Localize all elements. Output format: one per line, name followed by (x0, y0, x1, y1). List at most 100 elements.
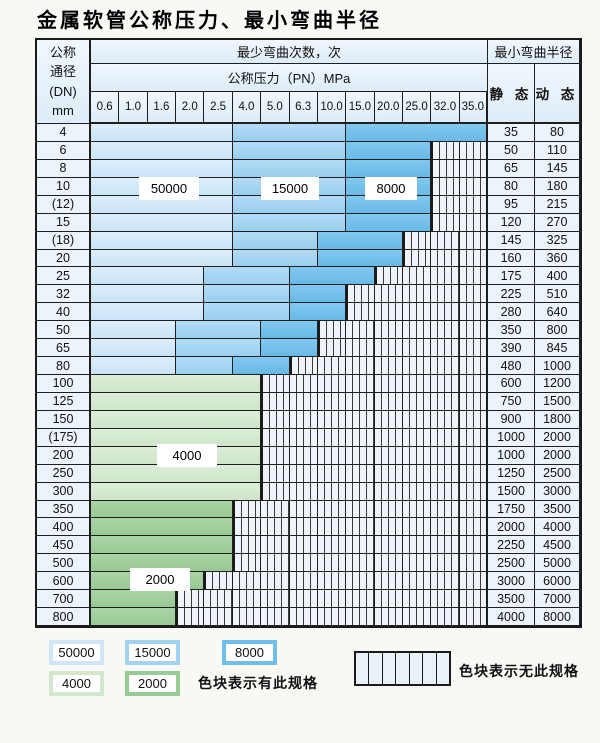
no-spec-cell (402, 572, 432, 591)
dn-header-line: mm (52, 103, 74, 118)
legend-swatch-2000: 2000 (125, 671, 180, 696)
no-spec-cell (289, 482, 318, 501)
dynamic-value-cell: 1800 (535, 410, 580, 429)
dn-cell: 50 (37, 321, 91, 340)
spec-grid: 公称 通径 (DN) mm 最少弯曲次数，次 最小弯曲半径 公称压力（PN）MPa 静 态动 … (35, 38, 582, 628)
no-spec-cell (289, 518, 318, 537)
no-spec-cell (374, 303, 403, 322)
spec-band-50000 (91, 213, 233, 232)
no-spec-cell (431, 410, 460, 429)
spec-band-15000 (232, 213, 347, 232)
dn-cell: (18) (37, 231, 91, 250)
no-spec-cell (459, 392, 488, 411)
dn-cell: 32 (37, 285, 91, 304)
static-value-cell: 80 (488, 177, 535, 196)
no-spec-cell (289, 464, 318, 483)
no-spec-cell (289, 428, 318, 447)
no-spec-cell (317, 375, 347, 393)
spec-band-8000 (346, 159, 432, 178)
no-spec-cell (317, 428, 347, 447)
dn-cell: 450 (37, 536, 91, 555)
no-spec-cell (459, 446, 488, 465)
no-spec-cell (261, 375, 290, 393)
static-value-cell: 65 (488, 159, 535, 178)
no-spec-cell (317, 518, 347, 537)
no-spec-cell (402, 446, 432, 465)
dn-cell: 20 (37, 249, 91, 268)
no-spec-cell (402, 500, 432, 519)
no-spec-cell (232, 554, 262, 573)
no-spec-cell (232, 608, 262, 626)
dynamic-value-cell: 8000 (535, 608, 580, 626)
no-spec-cell (431, 177, 460, 196)
no-spec-cell (402, 428, 432, 447)
static-value-cell: 280 (488, 303, 535, 322)
no-spec-cell (459, 464, 488, 483)
pressure-col-header: 15.0 (346, 92, 375, 124)
no-spec-cell (346, 375, 375, 393)
no-spec-cell (232, 590, 262, 609)
dynamic-value-cell: 110 (535, 141, 580, 160)
no-spec-cell (459, 213, 488, 232)
no-spec-cell (459, 339, 488, 358)
no-spec-cell (431, 608, 460, 626)
no-spec-cell (459, 428, 488, 447)
dn-cell: 6 (37, 141, 91, 160)
dynamic-value-cell: 145 (535, 159, 580, 178)
no-spec-stripe (409, 653, 424, 684)
static-value-cell: 175 (488, 267, 535, 286)
spec-band-8000 (289, 285, 347, 304)
no-spec-cell (431, 554, 460, 573)
no-spec-cell (346, 321, 375, 340)
spec-band-8000 (346, 195, 432, 214)
no-spec-cell (374, 285, 403, 304)
static-value-cell: 900 (488, 410, 535, 429)
dn-cell: 800 (37, 608, 91, 626)
no-spec-cell (261, 590, 290, 609)
dynamic-value-cell: 80 (535, 124, 580, 142)
spec-band-8000 (289, 267, 375, 286)
no-spec-cell (261, 410, 290, 429)
no-spec-cell (431, 267, 460, 286)
no-spec-cell (459, 159, 488, 178)
no-spec-cell (289, 554, 318, 573)
dn-header-line: 通径 (49, 64, 76, 79)
pressure-col-header: 20.0 (374, 92, 403, 124)
no-spec-cell (402, 482, 432, 501)
dynamic-value-cell: 400 (535, 267, 580, 286)
no-spec-cell (261, 608, 290, 626)
spec-band-50000 (91, 231, 233, 250)
no-spec-cell (374, 446, 403, 465)
static-value-cell: 1000 (488, 428, 535, 447)
dynamic-value-cell: 360 (535, 249, 580, 268)
no-spec-cell (289, 608, 318, 626)
dynamic-value-cell: 3500 (535, 500, 580, 519)
spec-band-15000 (232, 159, 347, 178)
legend-swatch-value: 4000 (53, 675, 100, 692)
region-label-50000: 50000 (139, 177, 199, 200)
no-spec-cell (261, 536, 290, 555)
no-spec-cell (317, 536, 347, 555)
static-value-cell: 2500 (488, 554, 535, 573)
pressure-col-header: 5.0 (261, 92, 290, 124)
pressure-col-header: 4.0 (232, 92, 262, 124)
no-spec-cell (431, 321, 460, 340)
no-spec-cell (289, 446, 318, 465)
legend-swatch-50000: 50000 (49, 640, 104, 665)
no-spec-cell (431, 339, 460, 358)
pressure-col-header: 2.5 (204, 92, 233, 124)
no-spec-cell (374, 536, 403, 555)
dynamic-value-cell: 270 (535, 213, 580, 232)
spec-band-15000 (232, 124, 347, 142)
static-value-cell: 120 (488, 213, 535, 232)
spec-band-8000 (346, 141, 432, 160)
no-spec-cell (459, 554, 488, 573)
no-spec-cell (346, 428, 375, 447)
static-value-cell: 35 (488, 124, 535, 142)
dn-cell: 10 (37, 177, 91, 196)
no-spec-cell (346, 392, 375, 411)
no-spec-cell (289, 357, 318, 375)
no-spec-cell (402, 357, 432, 375)
no-spec-cell (402, 608, 432, 626)
legend-swatch-15000: 15000 (125, 640, 180, 665)
